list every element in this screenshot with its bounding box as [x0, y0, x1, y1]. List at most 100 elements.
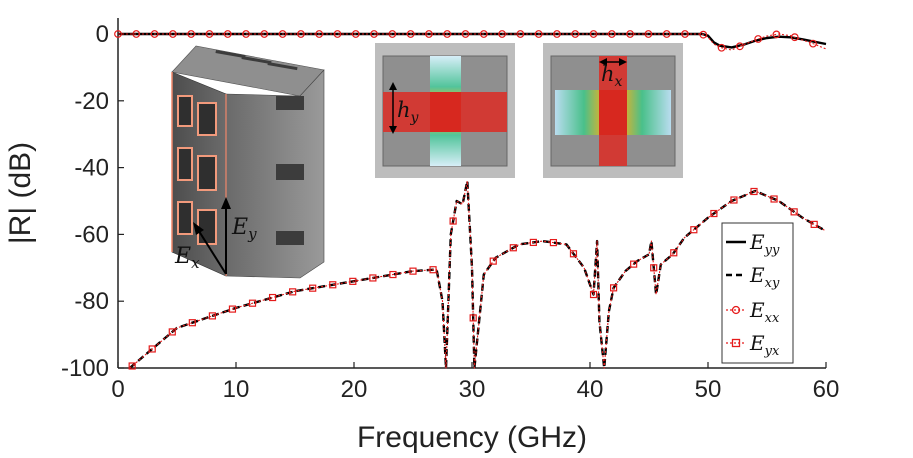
data-point	[549, 238, 558, 247]
data-point	[187, 30, 196, 38]
data-point	[168, 30, 177, 38]
data-point	[369, 274, 377, 282]
series-line	[118, 33, 827, 51]
hy-label: hy	[397, 98, 420, 126]
data-point	[509, 244, 517, 252]
data-point	[150, 30, 159, 38]
y-axis-label: |R| (dB)	[4, 142, 37, 244]
data-point	[790, 208, 798, 216]
data-point	[754, 35, 763, 43]
data-point	[670, 249, 678, 257]
data-point	[205, 30, 214, 38]
data-point	[329, 281, 337, 289]
data-point	[333, 30, 342, 38]
legend-label-exy: Exy	[749, 263, 780, 291]
data-point	[730, 196, 738, 204]
data-point	[315, 30, 324, 38]
data-point	[128, 362, 136, 370]
field-map-hy-image: hy	[375, 43, 515, 178]
legend-swatch-eyx	[731, 338, 741, 348]
x-axis-label: Frequency (GHz)	[357, 421, 587, 454]
y-tick-label: -80	[74, 288, 109, 315]
data-point	[268, 293, 277, 302]
series-line	[129, 179, 827, 370]
data-point	[810, 220, 818, 228]
legend-swatch-exx	[731, 305, 741, 315]
data-point	[770, 195, 778, 203]
data-point	[406, 30, 415, 38]
x-tick-label: 40	[577, 376, 604, 403]
data-point	[389, 270, 397, 279]
data-point	[662, 30, 671, 38]
data-point	[553, 30, 561, 38]
field-map-hx-image: hx	[543, 43, 683, 178]
x-tick-label: 10	[223, 376, 250, 403]
series-e-yx	[128, 180, 827, 370]
data-point	[681, 30, 689, 38]
data-point	[132, 30, 141, 38]
y-axis-ticks: 0 -20 -40 -60 -80 -100	[61, 21, 124, 382]
series-e-xx	[114, 30, 827, 52]
y-tick-label: -100	[61, 355, 109, 382]
data-point	[735, 42, 744, 51]
x-tick-label: 20	[341, 376, 368, 403]
x-axis-ticks: 0 10 20 30 40 50 60	[111, 362, 839, 403]
data-point	[223, 30, 232, 38]
series-e-xy	[129, 179, 827, 370]
data-point	[630, 260, 638, 268]
y-tick-label: -60	[74, 221, 109, 248]
y-tick-label: -20	[74, 88, 109, 115]
data-point	[242, 30, 250, 38]
series-e-yy	[118, 32, 827, 49]
data-point	[449, 217, 457, 225]
data-point	[461, 30, 470, 38]
legend-label-eyy: Eyy	[749, 230, 780, 258]
series-layer	[114, 30, 827, 370]
data-point	[609, 284, 618, 292]
data-point	[388, 30, 397, 38]
data-point	[750, 187, 758, 196]
data-point	[589, 290, 598, 299]
series-line	[118, 32, 827, 49]
x-tick-label: 0	[111, 376, 124, 403]
data-point	[114, 30, 122, 38]
data-point	[589, 30, 598, 38]
data-point	[309, 284, 317, 292]
data-point	[809, 39, 817, 48]
data-point	[429, 266, 437, 274]
ex-axis-label: Ex	[174, 244, 200, 272]
x-tick-label: 50	[695, 376, 722, 403]
data-point	[489, 257, 497, 265]
data-point	[790, 33, 799, 42]
data-point	[571, 30, 580, 38]
y-tick-label: -40	[74, 155, 109, 182]
data-point	[208, 312, 216, 320]
data-point	[278, 30, 287, 38]
data-point	[409, 267, 417, 275]
data-point	[188, 319, 196, 327]
data-point	[168, 328, 176, 336]
data-point	[479, 30, 488, 38]
data-point	[297, 30, 305, 38]
data-point	[260, 30, 269, 38]
data-point	[772, 30, 781, 39]
legend-label-exx: Exx	[749, 298, 780, 326]
x-tick-label: 30	[459, 376, 486, 403]
data-point	[349, 277, 357, 285]
data-point	[534, 30, 543, 38]
data-point	[699, 30, 708, 39]
data-point	[370, 30, 378, 38]
data-point	[443, 30, 452, 38]
hx-label: hx	[601, 62, 623, 90]
data-point	[498, 30, 506, 38]
y-tick-label: 0	[96, 21, 109, 48]
ey-axis-label: Ey	[231, 215, 257, 243]
legend-label-eyx: Eyx	[749, 331, 780, 359]
data-point	[717, 43, 726, 52]
data-point	[690, 226, 698, 234]
data-point	[710, 209, 718, 218]
data-point	[228, 305, 237, 313]
data-point	[248, 299, 257, 307]
data-point	[607, 30, 616, 38]
